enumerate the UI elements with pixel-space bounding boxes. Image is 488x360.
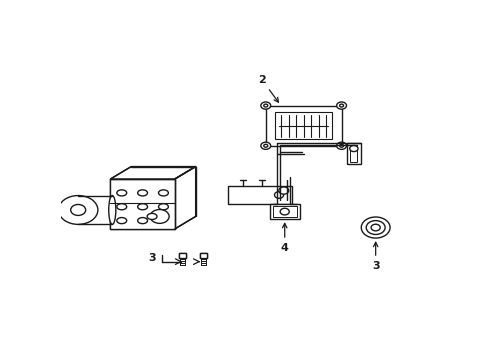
Ellipse shape (138, 217, 147, 224)
Ellipse shape (117, 204, 126, 210)
Text: 1: 1 (0, 359, 1, 360)
Ellipse shape (370, 224, 380, 231)
Ellipse shape (138, 204, 147, 210)
Bar (110, 179, 175, 229)
Ellipse shape (280, 208, 289, 215)
Ellipse shape (336, 102, 346, 109)
Bar (200, 253, 206, 258)
Ellipse shape (59, 195, 98, 224)
Ellipse shape (150, 210, 169, 223)
Ellipse shape (147, 213, 157, 220)
Text: 2: 2 (258, 75, 278, 102)
Polygon shape (110, 167, 195, 179)
Ellipse shape (336, 142, 346, 149)
Bar (179, 253, 185, 258)
Bar (349, 145, 357, 162)
Ellipse shape (138, 190, 147, 196)
Bar (346, 143, 360, 164)
Bar (269, 204, 299, 219)
Ellipse shape (158, 204, 168, 210)
Ellipse shape (260, 142, 270, 149)
Ellipse shape (278, 187, 288, 194)
Ellipse shape (263, 104, 267, 107)
Bar (179, 253, 185, 258)
Ellipse shape (117, 217, 126, 224)
Ellipse shape (158, 190, 168, 196)
Ellipse shape (117, 190, 126, 196)
Ellipse shape (339, 104, 343, 107)
Ellipse shape (263, 144, 267, 147)
Ellipse shape (366, 221, 385, 234)
Bar (275, 112, 331, 139)
Ellipse shape (71, 204, 85, 215)
Bar (272, 206, 296, 217)
Ellipse shape (361, 217, 389, 238)
Ellipse shape (274, 192, 283, 198)
Ellipse shape (349, 145, 357, 152)
Text: 4: 4 (280, 224, 288, 253)
Bar (227, 186, 292, 204)
Bar (265, 105, 341, 146)
Ellipse shape (108, 195, 116, 224)
Bar (200, 253, 206, 258)
Text: 3: 3 (371, 242, 379, 271)
Bar (110, 179, 175, 229)
Polygon shape (175, 167, 195, 229)
Text: 3: 3 (148, 253, 156, 263)
Ellipse shape (260, 102, 270, 109)
Ellipse shape (339, 144, 343, 147)
